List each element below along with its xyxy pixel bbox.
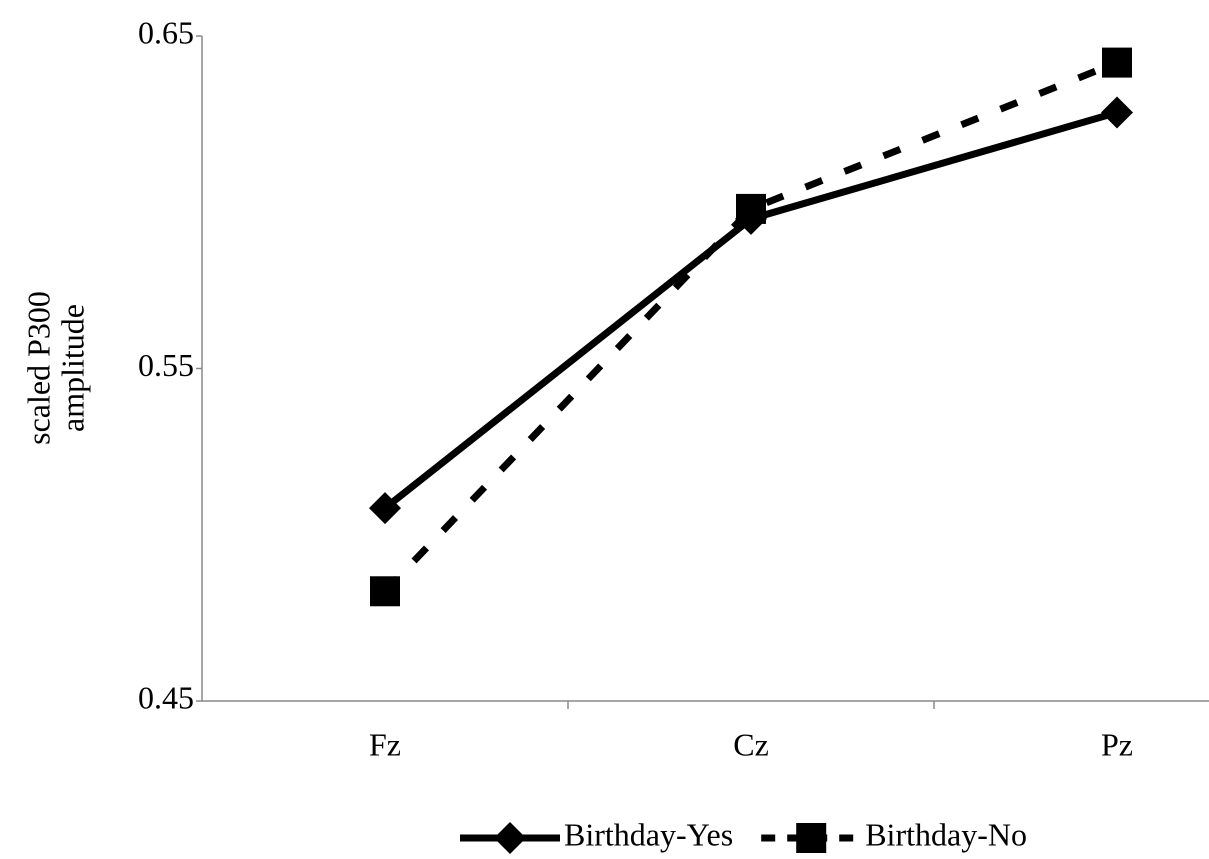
legend-marker [796, 823, 827, 853]
y-axis-label: amplitude [54, 304, 90, 432]
legend-marker [494, 822, 526, 854]
point [736, 193, 766, 224]
legend-label: Birthday-Yes [564, 816, 733, 852]
point [370, 576, 400, 607]
legend-label: Birthday-No [865, 816, 1027, 852]
x-tick-label: Cz [733, 726, 769, 762]
series-line [382, 109, 1118, 511]
point [1101, 96, 1133, 129]
point [369, 492, 401, 525]
series-line [382, 59, 1119, 594]
y-tick-label: 0.55 [138, 347, 194, 383]
y-tick-label: 0.45 [138, 679, 194, 715]
point [1102, 47, 1132, 78]
x-tick-label: Pz [1101, 726, 1133, 762]
y-axis-label: scaled P300 [20, 291, 56, 445]
y-tick-label: 0.65 [138, 14, 194, 50]
x-tick-label: Fz [369, 726, 401, 762]
